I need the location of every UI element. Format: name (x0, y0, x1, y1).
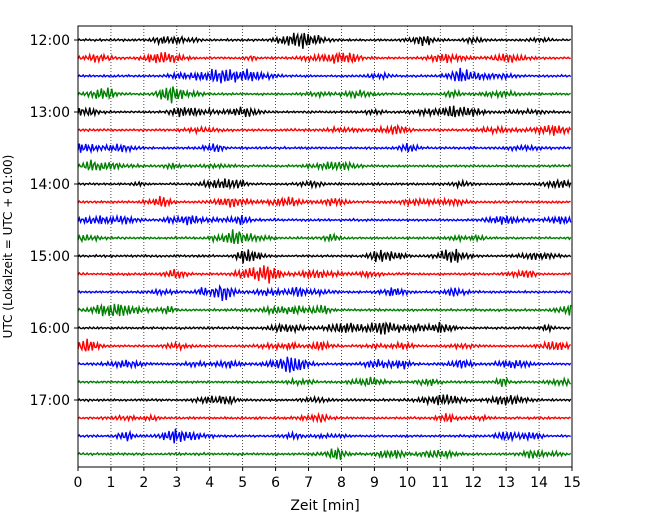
x-axis-label: Zeit [min] (290, 498, 359, 514)
trace-line (77, 411, 572, 424)
x-tick-label: 7 (304, 475, 313, 491)
x-tick-label: 8 (337, 475, 346, 491)
trace-line (77, 31, 572, 49)
trace-line (77, 50, 572, 65)
trace-line (77, 159, 572, 172)
x-tick-label: 12 (464, 475, 482, 491)
trace-line (77, 67, 572, 84)
y-ticks: 12:00 13:00 14:00 15:00 16:00 17:00 (30, 33, 78, 409)
x-tick-label: 13 (497, 475, 515, 491)
y-tick-label: 14:00 (30, 177, 70, 193)
x-tick-label: 9 (370, 475, 379, 491)
x-tick-label: 11 (431, 475, 449, 491)
trace-line (77, 248, 572, 264)
trace-line (77, 302, 572, 317)
y-tick-label: 12:00 (30, 33, 70, 49)
x-tick-label: 6 (271, 475, 280, 491)
trace-line (77, 393, 572, 407)
trace-line (77, 338, 572, 353)
x-tick-label: 0 (74, 475, 83, 491)
trace-line (77, 213, 572, 226)
trace-line (77, 446, 572, 461)
trace-line (77, 356, 572, 373)
y-axis-label: UTC (Lokalzeit = UTC + 01:00) (1, 155, 15, 339)
trace-line (77, 105, 572, 118)
y-tick-label: 15:00 (30, 249, 70, 265)
plot-frame (77, 25, 573, 468)
trace-line (77, 177, 572, 191)
trace-line (77, 142, 572, 155)
trace-line (77, 283, 572, 301)
x-tick-label: 3 (172, 475, 181, 491)
trace-line (77, 86, 572, 104)
y-tick-label: 16:00 (30, 321, 70, 337)
x-tick-label: 15 (563, 475, 581, 491)
x-ticks: 0 1 2 3 4 5 6 7 8 9 10 11 12 13 14 15 (74, 467, 581, 491)
trace-line (77, 265, 572, 284)
y-tick-label: 17:00 (30, 393, 70, 409)
trace-line (77, 321, 571, 335)
trace-line (77, 428, 571, 444)
y-tick-label: 13:00 (30, 105, 70, 121)
trace-line (77, 195, 571, 208)
trace-line (77, 376, 572, 388)
traces (77, 31, 572, 461)
x-tick-label: 10 (398, 475, 416, 491)
x-tick-label: 14 (530, 475, 548, 491)
x-tick-label: 2 (139, 475, 148, 491)
x-tick-label: 1 (106, 475, 115, 491)
trace-line (77, 123, 572, 137)
x-tick-label: 5 (238, 475, 247, 491)
x-tick-label: 4 (205, 475, 214, 491)
trace-line (77, 229, 572, 245)
